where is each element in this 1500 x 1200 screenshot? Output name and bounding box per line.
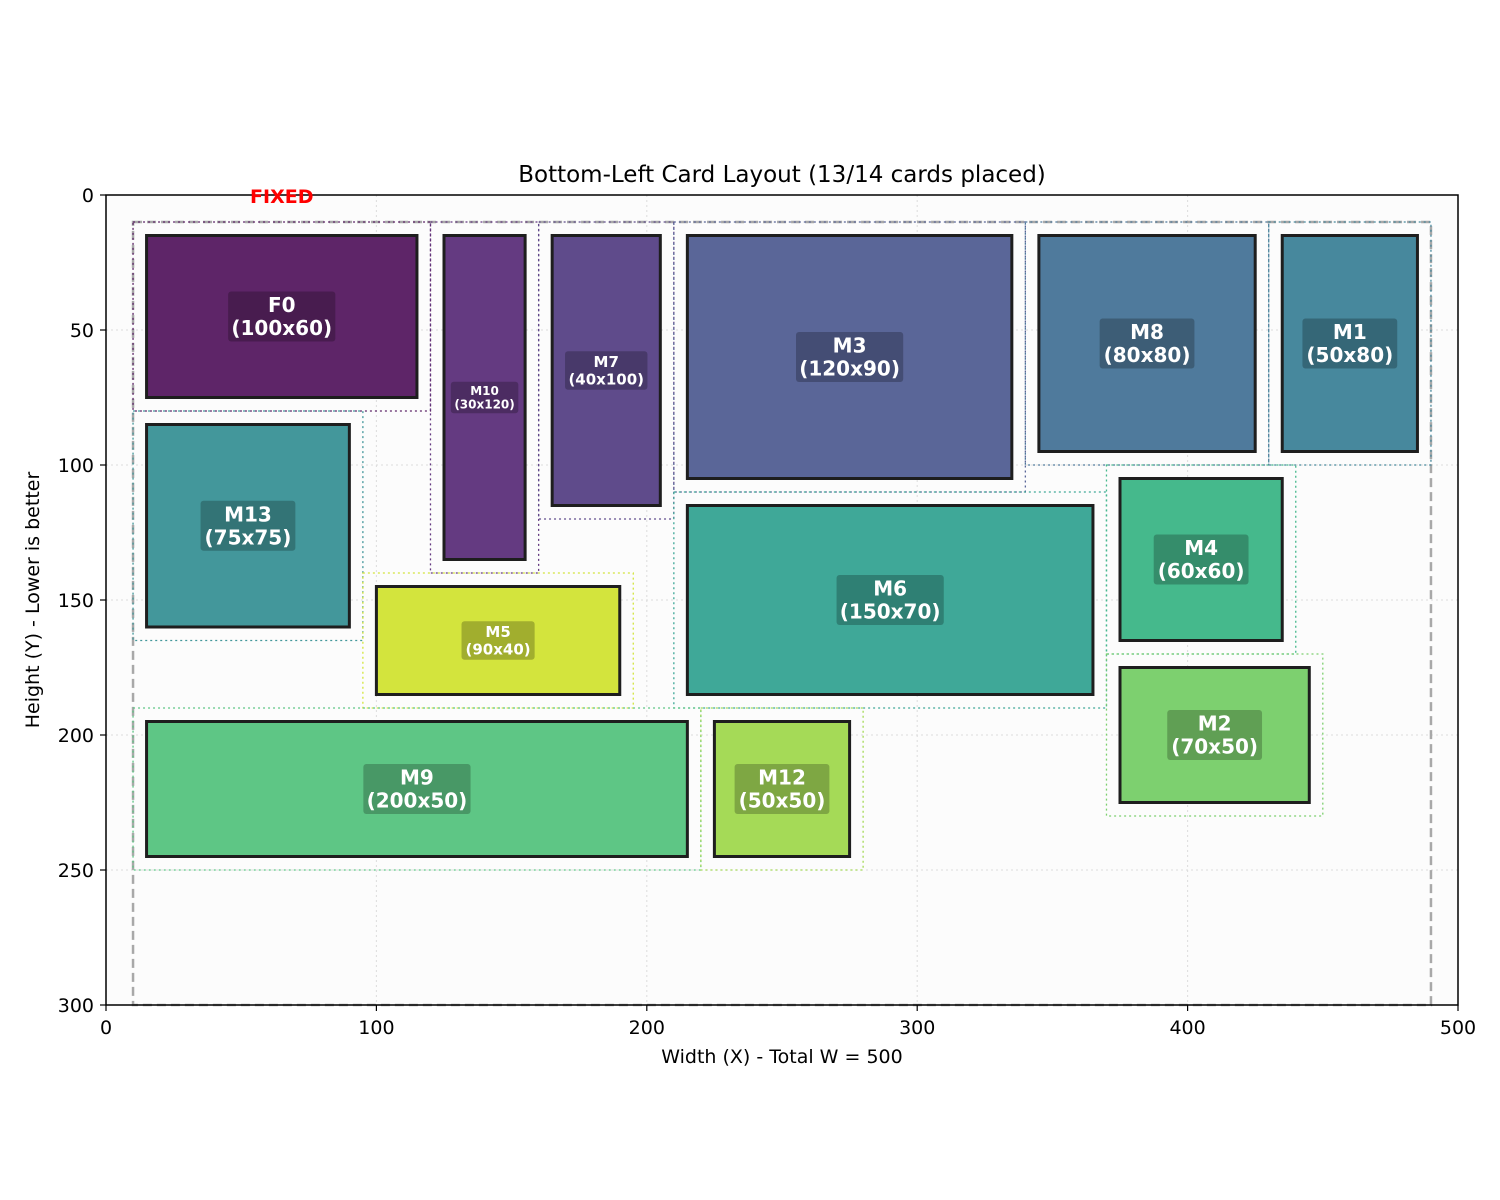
y-tick-label: 250 xyxy=(58,860,94,882)
card-label-size: (50x80) xyxy=(1306,343,1393,367)
card-label-size: (60x60) xyxy=(1158,559,1245,583)
x-tick-label: 200 xyxy=(629,1017,665,1039)
card-label-name: M6 xyxy=(873,577,907,601)
x-tick-label: 300 xyxy=(899,1017,935,1039)
card-label-background xyxy=(565,351,648,390)
card-m10: M10(30x120) xyxy=(442,234,527,561)
card-label-background xyxy=(1302,318,1398,369)
card-padding-m1 xyxy=(1268,221,1432,466)
card-m2: M2(70x50) xyxy=(1118,666,1311,804)
card-m12: M12(50x50) xyxy=(712,720,852,858)
card-label-size: (30x120) xyxy=(454,398,514,412)
card-label-name: M5 xyxy=(485,623,510,641)
card-layer: F0(100x60)M10(30x120)M7(40x100)M3(120x90… xyxy=(145,234,1419,858)
card-label-name: M8 xyxy=(1130,320,1164,344)
y-tick-label: 200 xyxy=(58,725,94,747)
card-label-name: M3 xyxy=(833,334,867,358)
card-padding-m2 xyxy=(1105,653,1324,817)
card-label-name: M10 xyxy=(470,384,499,398)
card-label-size: (80x80) xyxy=(1104,343,1191,367)
card-padding-f0 xyxy=(132,221,432,412)
card-label-background xyxy=(836,575,944,625)
chart-title: Bottom-Left Card Layout (13/14 cards pla… xyxy=(518,162,1046,188)
card-m7: M7(40x100) xyxy=(550,234,662,507)
y-axis-label: Height (Y) - Lower is better xyxy=(22,472,44,729)
card-label-name: M13 xyxy=(224,502,272,526)
x-tick-label: 400 xyxy=(1169,1017,1205,1039)
card-m6: M6(150x70) xyxy=(685,504,1095,696)
card-label-size: (40x100) xyxy=(568,370,644,388)
card-m3: M3(120x90) xyxy=(685,234,1014,480)
y-tick-label: 100 xyxy=(58,455,94,477)
card-label-name: M9 xyxy=(400,766,434,790)
card-label-background xyxy=(363,764,471,814)
x-tick-label: 100 xyxy=(358,1017,394,1039)
card-label-size: (90x40) xyxy=(466,640,531,658)
card-label-name: F0 xyxy=(268,293,296,317)
card-label-background xyxy=(461,621,535,660)
card-m8: M8(80x80) xyxy=(1037,234,1257,453)
card-label-size: (75x75) xyxy=(205,525,292,549)
card-label-background xyxy=(1167,710,1263,760)
card-padding-m8 xyxy=(1024,221,1270,466)
y-tick-label: 300 xyxy=(58,995,94,1017)
card-m9: M9(200x50) xyxy=(145,720,689,858)
card-label-name: M7 xyxy=(594,353,619,371)
card-label-size: (150x70) xyxy=(840,600,941,624)
card-label-background xyxy=(734,764,830,814)
card-padding-m12 xyxy=(700,707,864,871)
card-padding-outlines xyxy=(132,221,1432,871)
card-label-size: (200x50) xyxy=(367,789,468,813)
card-label-background xyxy=(796,332,904,382)
x-tick-label: 500 xyxy=(1440,1017,1476,1039)
card-m4: M4(60x60) xyxy=(1118,477,1284,642)
card-label-name: M12 xyxy=(758,766,806,790)
y-tick-label: 50 xyxy=(70,320,94,342)
card-label-size: (120x90) xyxy=(799,357,900,381)
card-label-background xyxy=(200,500,296,551)
card-label-name: M2 xyxy=(1198,712,1232,736)
y-tick-label: 150 xyxy=(58,590,94,612)
x-axis-label: Width (X) - Total W = 500 xyxy=(661,1046,902,1068)
axis-ticks: 0 100 200 300 400 500 0 50 100 150 200 250 300 xyxy=(58,185,1476,1039)
card-f0: F0(100x60) xyxy=(145,234,419,399)
card-label-background xyxy=(1099,318,1195,369)
card-m5: M5(90x40) xyxy=(374,585,622,696)
fixed-marker-label: FIXED xyxy=(250,186,313,208)
card-padding-m7 xyxy=(537,221,675,520)
card-label-size: (100x60) xyxy=(231,316,332,340)
card-label-name: M4 xyxy=(1184,536,1218,560)
x-tick-label: 0 xyxy=(100,1017,112,1039)
card-m1: M1(50x80) xyxy=(1280,234,1419,453)
card-label-name: M1 xyxy=(1333,320,1367,344)
card-padding-m3 xyxy=(673,221,1027,493)
y-tick-label: 0 xyxy=(82,185,94,207)
card-label-size: (50x50) xyxy=(739,789,826,813)
card-label-background xyxy=(228,291,336,342)
card-label-background xyxy=(1153,534,1249,585)
card-label-background xyxy=(450,381,519,414)
card-m13: M13(75x75) xyxy=(145,423,351,629)
card-label-size: (70x50) xyxy=(1171,735,1258,759)
